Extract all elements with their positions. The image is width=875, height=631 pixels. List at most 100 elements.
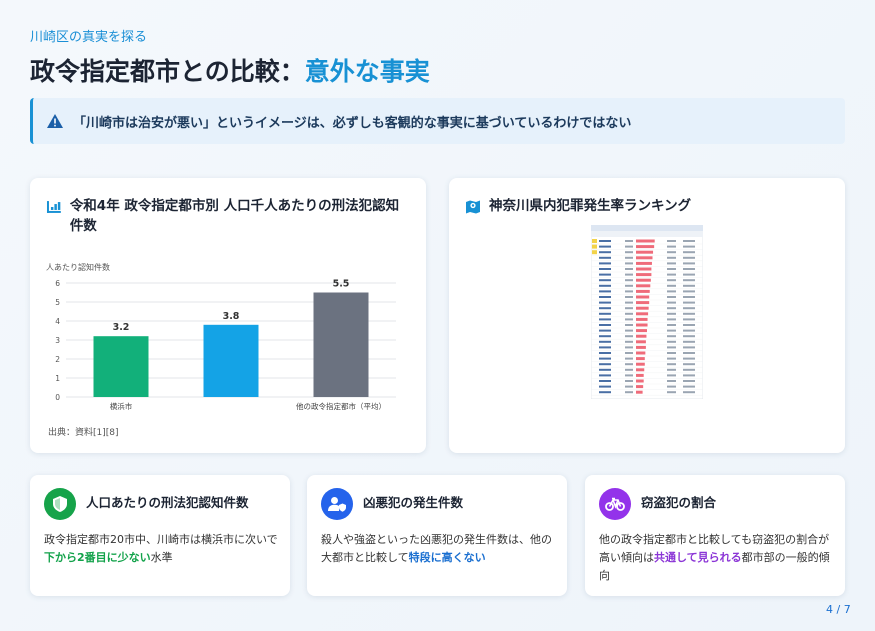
thumb-count-text	[625, 268, 633, 270]
chart-title: 令和4年 政令指定都市別 人口千人あたりの刑法犯認知件数	[69, 198, 400, 234]
thumb-rate-bar	[636, 301, 650, 305]
bar-value-label: 3.2	[113, 322, 130, 333]
thumb-num-text	[667, 391, 676, 394]
thumb-rate-bar	[636, 368, 645, 372]
page-indicator: 4 / 7	[826, 603, 851, 616]
thumb-num-text	[667, 273, 676, 276]
info-card-theft: 窃盗犯の割合 他の政令指定都市と比較しても窃盗犯の割合が高い傾向は共通して見られ…	[585, 475, 845, 596]
map-icon	[466, 200, 480, 214]
thumb-num-text	[683, 296, 695, 298]
user-shield-icon	[328, 497, 346, 512]
thumb-city-text	[599, 385, 611, 388]
thumb-num-text	[683, 301, 695, 304]
thumb-rate-bar	[636, 284, 651, 288]
thumb-city-text	[599, 352, 611, 354]
thumb-num-text	[683, 352, 695, 354]
thumb-num-text	[667, 374, 676, 377]
thumb-city-text	[599, 335, 611, 338]
bar-chart: 人あたり認知件数 0 1 2 3 4 5 6 3.2 横浜市 3.8 5.5 他の政令指定都市（平均）	[46, 262, 396, 411]
thumb-num-text	[667, 318, 676, 321]
page-title: 政令指定都市との比較：意外な事実	[30, 52, 430, 88]
thumb-num-text	[683, 279, 695, 282]
thumb-rate-bar	[636, 329, 647, 333]
thumb-count-text	[625, 284, 633, 287]
y-axis-label: 人あたり認知件数	[46, 262, 110, 272]
thumb-rank-badge	[592, 239, 597, 243]
thumb-num-text	[667, 385, 676, 388]
bicycle-icon	[605, 497, 625, 511]
thumb-num-text	[667, 346, 676, 349]
thumb-colheader	[591, 231, 703, 237]
thumb-city-text	[599, 268, 611, 270]
thumb-rank-badge	[592, 244, 597, 249]
thumb-rate-bar	[636, 256, 653, 260]
thumb-rate-bar	[636, 351, 646, 355]
thumb-num-text	[667, 296, 676, 298]
thumb-city-text	[599, 346, 611, 349]
source-note: 出典：資料[1][8]	[48, 428, 119, 438]
thumb-rate-bar	[636, 267, 652, 271]
thumb-count-text	[625, 329, 633, 332]
thumb-count-text	[625, 301, 633, 304]
thumb-num-text	[667, 324, 676, 326]
thumb-num-text	[683, 240, 695, 242]
y-tick-label: 0	[55, 393, 60, 402]
card-body: 殺人や強盗といった凶悪犯の発生件数は、他の大都市と比較して特段に高くない	[321, 533, 552, 564]
thumb-num-text	[667, 240, 676, 242]
thumb-count-text	[625, 256, 633, 259]
thumb-num-text	[667, 312, 676, 315]
y-tick-label: 2	[55, 355, 60, 364]
thumb-count-text	[625, 296, 633, 298]
ranking-card: 神奈川県内犯罪発生率ランキング	[449, 178, 845, 453]
thumb-count-text	[625, 240, 633, 242]
thumb-rate-bar	[636, 345, 646, 349]
thumb-count-text	[625, 374, 633, 377]
thumb-city-text	[599, 340, 611, 343]
thumb-count-text	[625, 318, 633, 321]
thumb-rate-bar	[636, 323, 648, 327]
thumb-num-text	[667, 251, 676, 254]
thumb-city-text	[599, 262, 611, 265]
thumb-count-text	[625, 346, 633, 349]
thumb-city-text	[599, 324, 611, 326]
thumb-num-text	[667, 357, 676, 360]
thumb-city-text	[599, 307, 611, 310]
chart-card: 令和4年 政令指定都市別 人口千人あたりの刑法犯認知件数 人あたり認知件数 0 1 2…	[30, 178, 426, 453]
thumb-num-text	[667, 329, 676, 332]
info-card-violent-crime: 凶悪犯の発生件数 殺人や強盗といった凶悪犯の発生件数は、他の大都市と比較して特段…	[307, 475, 567, 596]
ranking-title: 神奈川県内犯罪発生率ランキング	[489, 198, 692, 214]
thumb-num-text	[683, 312, 695, 315]
thumb-count-text	[625, 279, 633, 282]
thumb-city-text	[599, 318, 611, 321]
thumb-city-text	[599, 368, 611, 371]
card-title: 人口あたりの刑法犯認知件数	[86, 495, 249, 510]
thumb-count-text	[625, 324, 633, 326]
thumb-num-text	[667, 307, 676, 310]
thumb-count-text	[625, 380, 633, 382]
thumb-count-text	[625, 307, 633, 310]
thumb-rate-bar	[636, 273, 652, 277]
thumb-count-text	[625, 352, 633, 354]
thumb-city-text	[599, 256, 611, 259]
thumb-count-text	[625, 357, 633, 360]
thumb-num-text	[683, 357, 695, 360]
thumb-num-text	[667, 368, 676, 371]
y-tick-label: 6	[55, 279, 60, 288]
thumb-city-text	[599, 251, 611, 254]
thumb-count-text	[625, 363, 633, 366]
callout-text: 「川崎市は治安が悪い」というイメージは、必ずしも客観的な事実に基づいているわけで…	[73, 115, 632, 131]
thumb-city-text	[599, 245, 611, 248]
thumb-num-text	[667, 335, 676, 338]
thumb-num-text	[683, 273, 695, 276]
thumb-header	[591, 225, 703, 231]
thumb-count-text	[625, 368, 633, 371]
y-tick-label: 3	[55, 336, 60, 345]
page-title-accent: 意外な事実	[304, 57, 430, 86]
thumb-num-text	[667, 301, 676, 304]
thumb-num-text	[683, 307, 695, 310]
thumb-city-text	[599, 296, 611, 298]
shield-icon	[53, 496, 67, 512]
thumb-num-text	[683, 340, 695, 343]
thumb-count-text	[625, 391, 633, 394]
circle-badge	[44, 488, 76, 520]
